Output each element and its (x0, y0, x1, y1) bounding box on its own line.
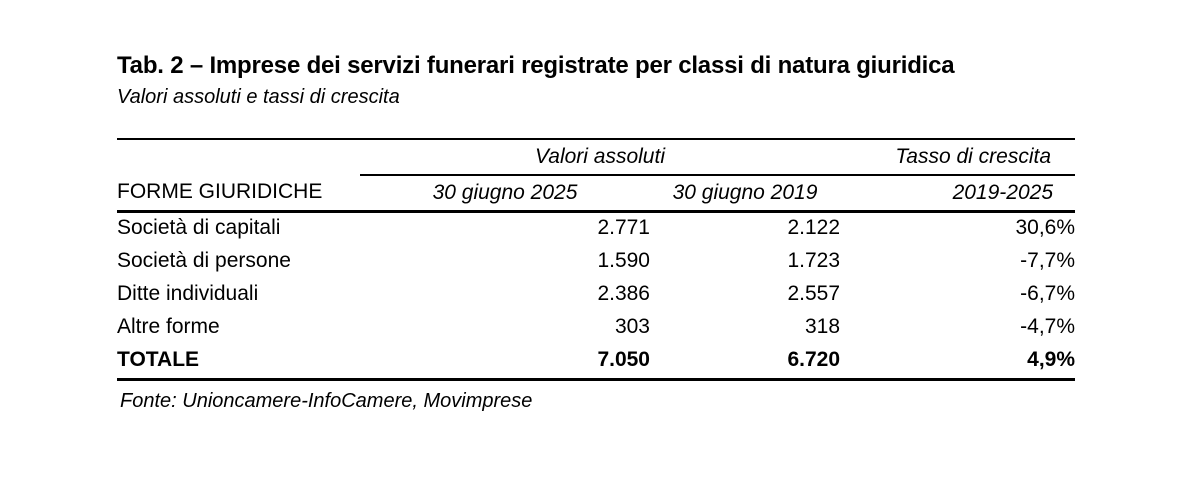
column-header-forme: FORME GIURIDICHE (117, 180, 323, 204)
table-row: Società di capitali 2.771 2.122 30,6% (117, 211, 1075, 244)
row-label: Ditte individuali (117, 281, 259, 305)
value-2019: 2.557 (787, 281, 841, 305)
table-title: Tab. 2 – Imprese dei servizi funerari re… (117, 52, 955, 79)
value-2025: 2.386 (597, 281, 650, 305)
column-header-2025: 30 giugno 2025 (432, 180, 578, 204)
row-label: Società di persone (117, 248, 291, 272)
growth-rate: -6,7% (1020, 281, 1076, 305)
row-label: Altre forme (117, 314, 220, 338)
table-row: Ditte individuali 2.386 2.557 -6,7% (117, 277, 1075, 310)
growth-rate: -4,7% (1020, 314, 1076, 338)
total-row: TOTALE 7.050 6.720 4,9% (117, 343, 1076, 379)
source-note: Fonte: Unioncamere-InfoCamere, Movimpres… (120, 389, 533, 412)
total-label: TOTALE (117, 348, 200, 372)
table-row: Altre forme 303 318 -4,7% (117, 310, 1075, 343)
growth-group-header: Tasso di crescita (840, 139, 1076, 176)
value-2025: 303 (614, 314, 650, 338)
group-header-row: Valori assoluti Tasso di crescita (117, 139, 1076, 176)
values-group-header: Valori assoluti (360, 139, 841, 176)
total-value-2019: 6.720 (787, 348, 841, 372)
empty-header-cell (117, 139, 360, 175)
column-header-2019: 30 giugno 2019 (672, 180, 818, 204)
table-subtitle: Valori assoluti e tassi di crescita (117, 86, 400, 108)
value-2025: 1.590 (597, 248, 650, 272)
total-growth-rate: 4,9% (1027, 348, 1076, 372)
value-2019: 2.122 (787, 216, 841, 240)
legal-forms-table: Valori assoluti Tasso di crescita FORME … (117, 138, 1076, 381)
growth-rate: -7,7% (1020, 248, 1076, 272)
table-body: Società di capitali 2.771 2.122 30,6% So… (117, 211, 1076, 379)
column-header-row: FORME GIURIDICHE 30 giugno 2025 30 giugn… (117, 175, 1076, 211)
document-page: Tab. 2 – Imprese dei servizi funerari re… (117, 52, 1076, 412)
growth-rate: 30,6% (1015, 216, 1076, 240)
value-2019: 318 (804, 314, 841, 338)
value-2019: 1.723 (787, 248, 841, 272)
total-value-2025: 7.050 (597, 348, 650, 372)
table-row: Società di persone 1.590 1.723 -7,7% (117, 244, 1075, 277)
row-label: Società di capitali (117, 216, 281, 240)
column-header-period: 2019-2025 (952, 180, 1054, 204)
table-header: Valori assoluti Tasso di crescita FORME … (117, 139, 1076, 211)
value-2025: 2.771 (597, 216, 650, 240)
